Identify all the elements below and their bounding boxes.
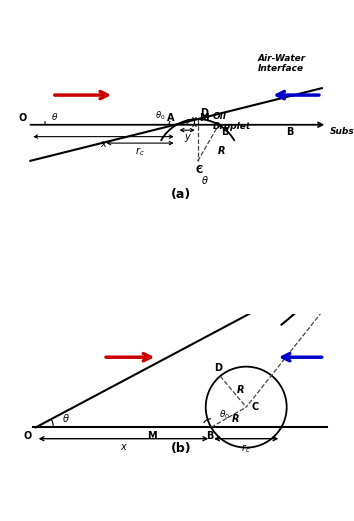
Text: C: C [195, 165, 202, 175]
Text: R: R [236, 385, 244, 395]
Text: M: M [199, 113, 209, 123]
Text: y: y [184, 132, 190, 142]
Text: $r_c$: $r_c$ [135, 145, 145, 158]
Text: (a): (a) [171, 189, 192, 202]
Text: A: A [167, 113, 175, 123]
Text: B: B [206, 431, 214, 441]
Text: $\theta_0$: $\theta_0$ [219, 408, 230, 421]
Text: O: O [24, 431, 32, 441]
Text: Oil
Droplet: Oil Droplet [213, 112, 251, 131]
Text: $\theta$: $\theta$ [201, 173, 209, 185]
Text: R: R [218, 146, 225, 156]
Text: O: O [18, 113, 27, 123]
Text: x: x [101, 139, 106, 149]
Text: C: C [252, 402, 259, 412]
Text: M: M [147, 431, 156, 441]
Text: B: B [286, 128, 293, 138]
Text: $\theta$: $\theta$ [51, 111, 58, 122]
Text: x: x [121, 442, 126, 452]
Text: Substrate: Substrate [330, 127, 354, 136]
Text: $r_c$: $r_c$ [241, 442, 251, 455]
Text: D: D [200, 108, 208, 118]
Text: $\theta$: $\theta$ [62, 412, 69, 424]
Text: $\theta_0$: $\theta_0$ [155, 109, 165, 121]
Text: z: z [185, 117, 191, 127]
Text: D: D [214, 364, 222, 374]
Text: B: B [221, 128, 228, 138]
Text: R: R [232, 414, 239, 425]
Text: Air-Water
Interface: Air-Water Interface [257, 54, 306, 73]
Text: (b): (b) [171, 442, 192, 455]
